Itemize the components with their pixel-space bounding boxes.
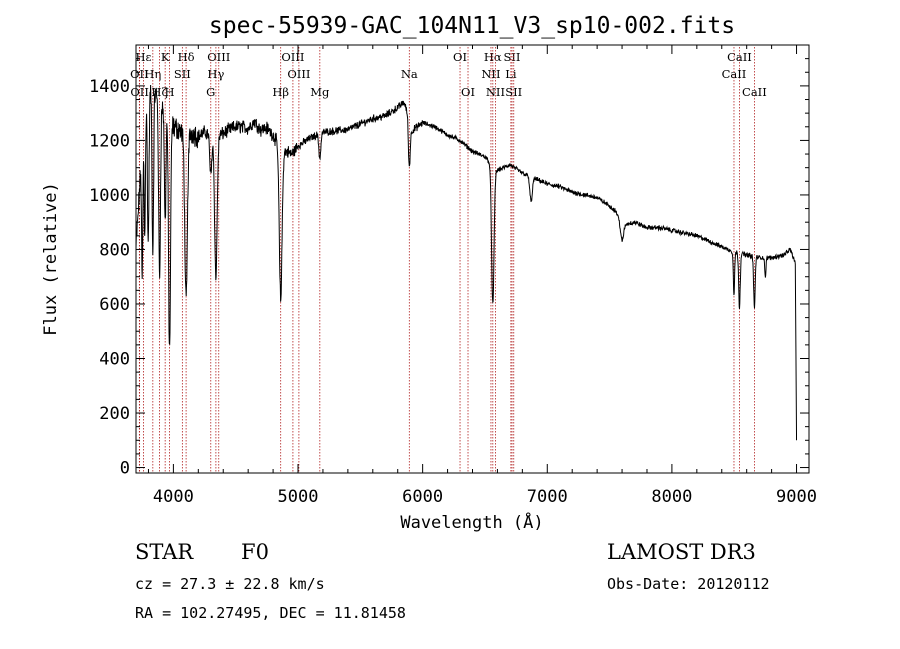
line-marker-label: OIII xyxy=(281,50,304,64)
x-tick-label: 6000 xyxy=(402,487,443,507)
x-tick-label: 5000 xyxy=(278,487,319,507)
y-tick-label: 1000 xyxy=(89,186,130,206)
line-marker-label: NII xyxy=(486,85,505,99)
ra-dec-coordinates: RA = 102.27495, DEC = 11.81458 xyxy=(135,604,406,622)
line-marker-label: G xyxy=(206,85,215,99)
x-tick-label: 8000 xyxy=(651,487,692,507)
y-tick-label: 1400 xyxy=(89,77,130,97)
line-marker-label: Li xyxy=(505,67,517,81)
survey-name: LAMOST DR3 xyxy=(607,540,756,564)
line-marker-label: K xyxy=(161,50,170,64)
line-marker-label: Hη xyxy=(144,67,161,81)
line-marker-label: OII xyxy=(130,85,149,99)
y-tick-label: 1200 xyxy=(89,131,130,151)
x-tick-label: 9000 xyxy=(776,487,817,507)
redshift-velocity: cz = 27.3 ± 22.8 km/s xyxy=(135,575,325,593)
x-tick-label: 4000 xyxy=(153,487,194,507)
line-marker-label: CaII xyxy=(742,85,767,99)
chart-title: spec-55939-GAC_104N11_V3_sp10-002.fits xyxy=(209,13,735,39)
line-marker-label: OI xyxy=(453,50,467,64)
line-marker-label: Hδ xyxy=(178,50,195,64)
x-axis-ticks: 4000 5000 6000 7000 8000 9000 xyxy=(147,45,817,507)
y-tick-label: 200 xyxy=(99,404,130,424)
line-marker-label: OIII xyxy=(207,50,230,64)
line-marker-label: OIII xyxy=(287,67,310,81)
line-marker-label: SII xyxy=(504,50,521,64)
object-class: STAR xyxy=(135,540,194,564)
y-tick-label: 800 xyxy=(99,240,130,260)
plot-frame xyxy=(135,44,810,474)
x-tick-label: 7000 xyxy=(527,487,568,507)
line-marker-label: H xyxy=(165,85,175,99)
line-marker-label: CaII xyxy=(727,50,752,64)
line-marker-label: SII xyxy=(174,67,191,81)
line-marker-label: Hα xyxy=(484,50,502,64)
y-tick-label: 0 xyxy=(120,459,130,479)
line-marker-label: Hγ xyxy=(207,67,224,81)
line-marker-label: SII xyxy=(505,85,522,99)
observation-date: Obs-Date: 20120112 xyxy=(607,575,770,593)
y-tick-label: 600 xyxy=(99,295,130,315)
line-marker-label: NII xyxy=(481,67,500,81)
spectrum-line xyxy=(135,84,797,441)
line-marker-label: Hβ xyxy=(272,85,289,99)
line-marker-label: Hε xyxy=(135,50,151,64)
line-marker-label: Mg xyxy=(310,85,330,99)
line-marker-label: CaII xyxy=(722,67,747,81)
y-axis-label: Flux (relative) xyxy=(41,182,61,336)
line-marker-label: OI xyxy=(461,85,475,99)
y-tick-label: 400 xyxy=(99,350,130,370)
x-axis-label: Wavelength (Å) xyxy=(400,511,543,533)
y-axis-ticks: 0 200 400 600 800 1000 1200 1400 xyxy=(89,58,809,479)
object-subclass: F0 xyxy=(241,540,269,564)
line-marker-label: Na xyxy=(401,67,418,81)
